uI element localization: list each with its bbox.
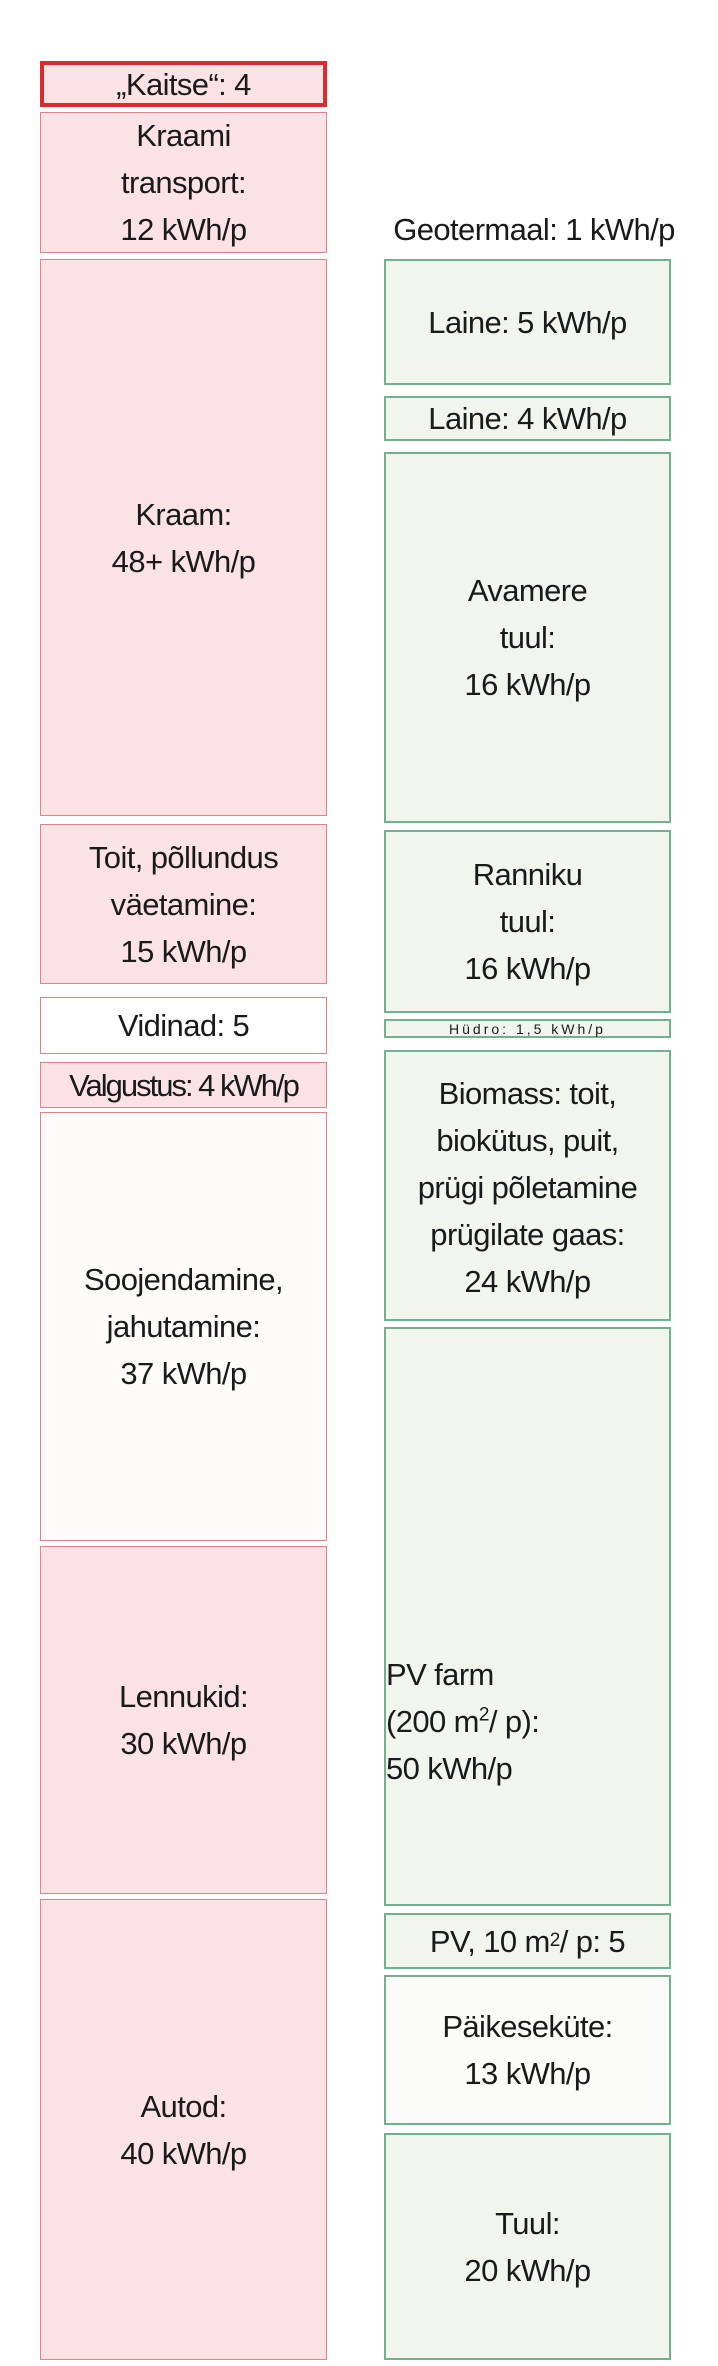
demand-heating-cooling: Soojendamine, jahutamine: 37 kWh/p bbox=[40, 1112, 327, 1541]
supply-hydro: Hüdro: 1,5 kWh/p bbox=[384, 1019, 671, 1038]
demand-defence: „Kaitse“: 4 bbox=[40, 61, 327, 107]
demand-cars: Autod: 40 kWh/p bbox=[40, 1899, 327, 2360]
pv-farm-sup: 2 bbox=[478, 1704, 490, 1726]
supply-coastal-wind: Ranniku tuul: 16 kWh/p bbox=[384, 830, 671, 1013]
pv-farm-per: / p): bbox=[488, 1704, 540, 1739]
supply-offshore-wind: Avamere tuul: 16 kWh/p bbox=[384, 452, 671, 823]
demand-gadgets: Vidinad: 5 bbox=[40, 997, 327, 1054]
supply-pv-roof: PV, 10 m 2/ p: 5 bbox=[384, 1913, 671, 1969]
supply-biomass: Biomass: toit, biokütus, puit, prügi põl… bbox=[384, 1050, 671, 1321]
pv-farm-area: (200 m bbox=[386, 1704, 479, 1739]
demand-lighting: Valgustus: 4 kWh/p bbox=[40, 1062, 327, 1108]
demand-food-farming: Toit, põllundus väetamine: 15 kWh/p bbox=[40, 824, 327, 984]
supply-wind: Tuul: 20 kWh/p bbox=[384, 2133, 671, 2360]
demand-planes: Lennukid: 30 kWh/p bbox=[40, 1546, 327, 1894]
pv-roof-area: PV, 10 m bbox=[429, 1923, 550, 1959]
demand-goods-transport: Kraami transport: 12 kWh/p bbox=[40, 112, 327, 253]
supply-geothermal: Geotermaal: 1 kWh/p bbox=[393, 212, 675, 247]
supply-pv-farm: PV farm (200 m2/ p): 50 kWh/p bbox=[384, 1327, 671, 1906]
demand-stuff: Kraam: 48+ kWh/p bbox=[40, 259, 327, 816]
supply-solar-heating: Päikeseküte: 13 kWh/p bbox=[384, 1975, 671, 2125]
pv-farm-line2: (200 m2/ p): bbox=[386, 1698, 540, 1745]
supply-wave-4: Laine: 4 kWh/p bbox=[384, 396, 671, 441]
supply-wave-5: Laine: 5 kWh/p bbox=[384, 259, 671, 385]
pv-farm-line1: PV farm bbox=[386, 1657, 494, 1692]
pv-farm-line3: 50 kWh/p bbox=[386, 1751, 513, 1786]
pv-roof-value: / p: 5 bbox=[559, 1923, 626, 1959]
